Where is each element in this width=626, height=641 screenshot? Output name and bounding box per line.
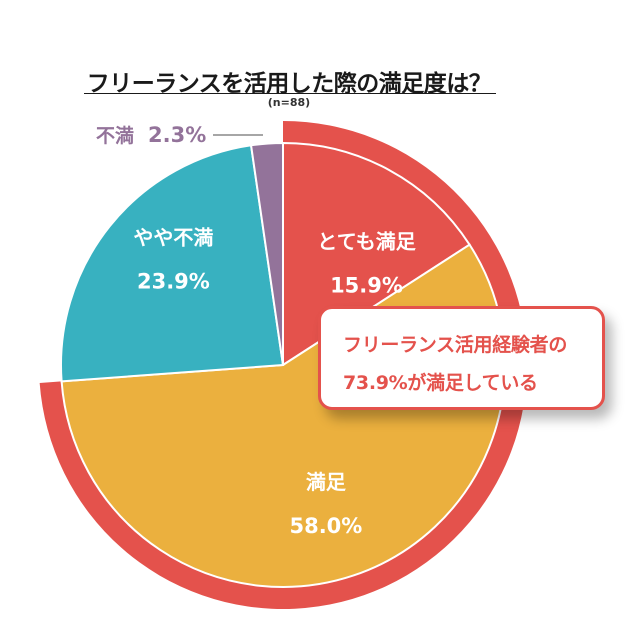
title-underline	[84, 93, 496, 94]
slice-value-dissatisfied: 2.3%	[148, 123, 206, 147]
slice-labels: とても満足 15.9% 満足 58.0% やや不満 23.9% 不満 2.3%	[96, 123, 417, 538]
slice-label-satisfied: 満足	[306, 470, 347, 494]
slice-dissatisfied	[249, 141, 284, 366]
callout-line-1: フリーランス活用経験者の	[343, 334, 568, 356]
summary-callout: フリーランス活用経験者の 73.9%が満足している	[318, 306, 605, 410]
slice-label-very-satisfied: とても満足	[317, 230, 416, 254]
slice-label-dissatisfied: 不満	[96, 125, 134, 147]
sample-size-note: (n=88)	[267, 96, 311, 109]
slice-label-somewhat-dissatisfied: やや不満	[133, 226, 213, 250]
slice-value-very-satisfied: 15.9%	[330, 274, 403, 298]
slice-somewhat-dissatisfied	[60, 144, 285, 383]
slice-value-somewhat-dissatisfied: 23.9%	[137, 270, 210, 294]
slice-value-satisfied: 58.0%	[289, 514, 362, 538]
callout-line-2: 73.9%が満足している	[343, 372, 538, 394]
chart-title: フリーランスを活用した際の満足度は？	[86, 71, 492, 97]
